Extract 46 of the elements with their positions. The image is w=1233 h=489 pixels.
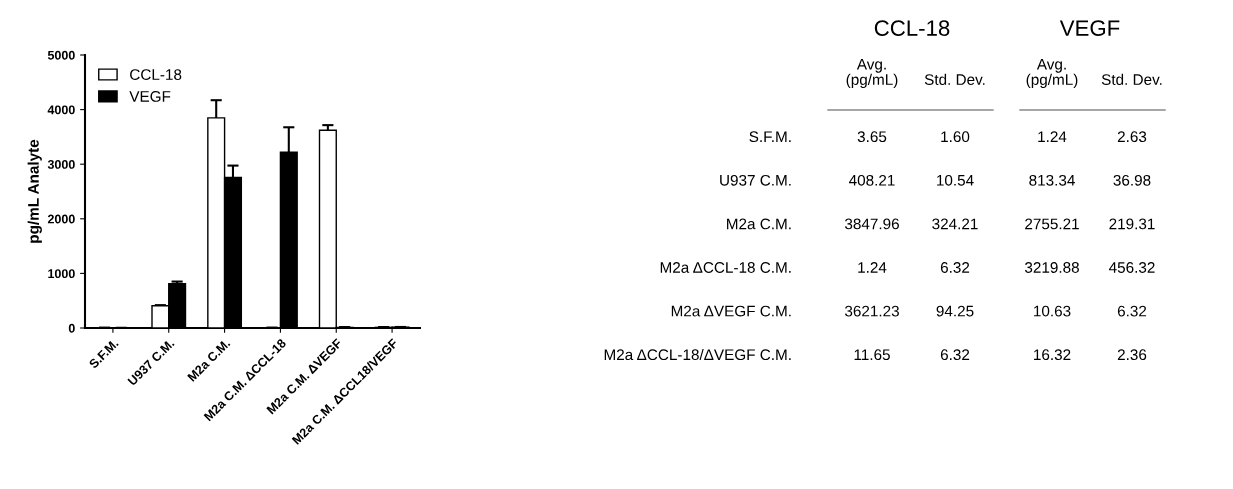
- text: M2a ΔCCL-18 C.M.: [660, 262, 791, 273]
- text: 1.24: [858, 262, 887, 273]
- text: Std. Dev.: [924, 73, 985, 85]
- text: 3847.96: [844, 218, 899, 230]
- y-axis-title: pg/mL Analyte: [27, 139, 42, 243]
- text: 1.24: [1038, 131, 1067, 142]
- text: VEGF: [1059, 20, 1120, 36]
- text: M2a ΔVEGF C.M.: [671, 305, 791, 317]
- text: U937 C.M.: [720, 174, 791, 186]
- text: Std. Dev.: [1101, 73, 1162, 85]
- text: 1.60: [941, 131, 970, 143]
- text: 6.32: [1117, 305, 1147, 317]
- text: 2.63: [1117, 131, 1147, 143]
- y-tick-label: 2000: [47, 214, 75, 224]
- text: S.F.M.: [749, 131, 791, 143]
- y-tick-label: 5000: [47, 50, 75, 60]
- text: Avg. (pg/mL): [1026, 58, 1078, 88]
- y-tick-label: 3000: [47, 160, 75, 169]
- text: 10.54: [937, 174, 974, 186]
- text: 10.63: [1034, 305, 1071, 317]
- y-tick-label: 4000: [47, 105, 75, 115]
- text: Avg. (pg/mL): [846, 58, 898, 88]
- text: 3.65: [857, 131, 887, 143]
- text: 219.31: [1109, 218, 1155, 230]
- text: M2a ΔCCL-18/ΔVEGF C.M.: [604, 348, 791, 361]
- text: 11.65: [854, 349, 890, 361]
- text: 2.36: [1117, 349, 1147, 361]
- text: M2a C.M.: [727, 218, 791, 230]
- text: 408.21: [848, 174, 895, 186]
- text: 3219.88: [1024, 262, 1079, 273]
- text: CCL-18: [874, 20, 950, 36]
- text: 3621.23: [844, 305, 899, 317]
- legend-label: CCL-18: [130, 69, 182, 80]
- text: 2755.21: [1025, 218, 1079, 230]
- text: 16.32: [1034, 349, 1071, 361]
- text: 36.98: [1113, 174, 1151, 186]
- text: 94.25: [936, 305, 974, 317]
- text: 456.32: [1108, 262, 1155, 273]
- text: 813.34: [1029, 174, 1075, 186]
- x-tick-label: M2a C.M.: [187, 338, 231, 382]
- y-tick-label: 1000: [48, 269, 75, 279]
- text: 6.32: [940, 262, 970, 273]
- text: 324.21: [932, 218, 978, 230]
- legend-label: VEGF: [129, 91, 171, 102]
- y-tick-label: 0: [68, 323, 75, 333]
- text: 6.32: [940, 349, 970, 361]
